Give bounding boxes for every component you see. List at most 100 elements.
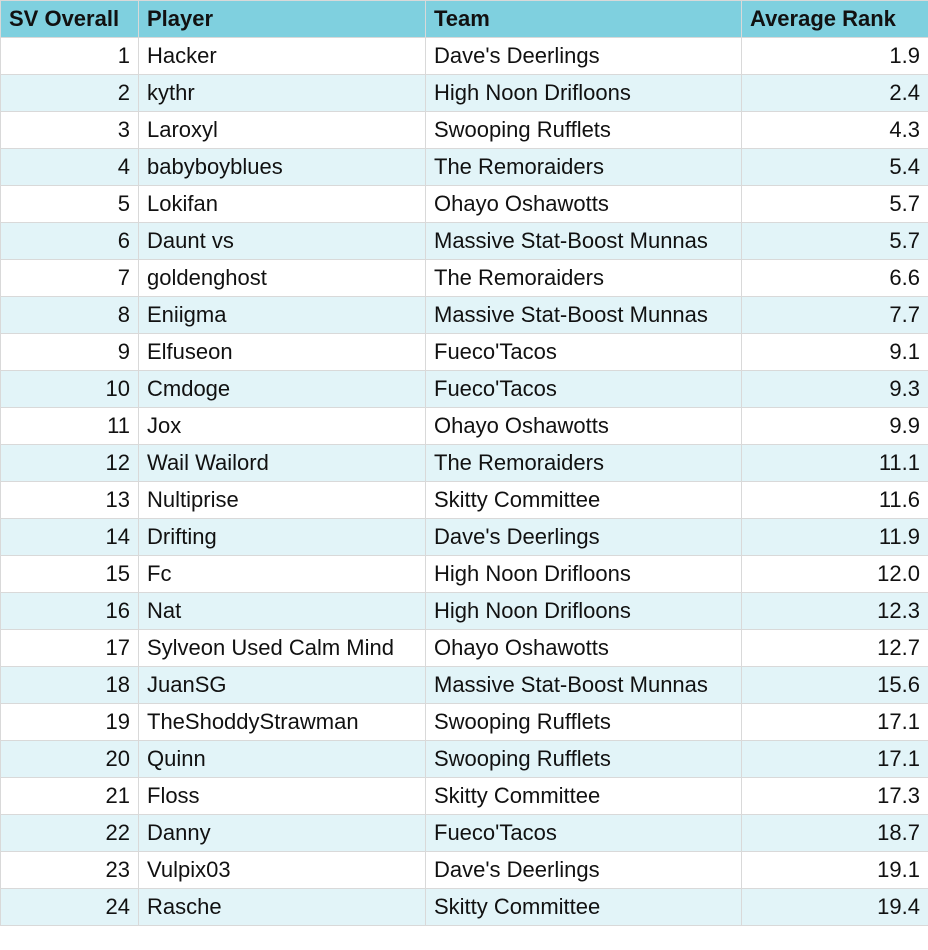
rank-cell[interactable]: 14 xyxy=(0,518,139,556)
rank-cell[interactable]: 11 xyxy=(0,407,139,445)
average-rank-cell[interactable]: 18.7 xyxy=(741,814,928,852)
player-cell[interactable]: Lokifan xyxy=(138,185,426,223)
header-player[interactable]: Player xyxy=(138,0,426,38)
average-rank-cell[interactable]: 1.9 xyxy=(741,37,928,75)
team-cell[interactable]: Fueco'Tacos xyxy=(425,370,742,408)
average-rank-cell[interactable]: 12.0 xyxy=(741,555,928,593)
team-cell[interactable]: Dave's Deerlings xyxy=(425,851,742,889)
team-cell[interactable]: Ohayo Oshawotts xyxy=(425,407,742,445)
team-cell[interactable]: Massive Stat-Boost Munnas xyxy=(425,222,742,260)
rank-cell[interactable]: 12 xyxy=(0,444,139,482)
rank-cell[interactable]: 2 xyxy=(0,74,139,112)
rank-cell[interactable]: 18 xyxy=(0,666,139,704)
average-rank-cell[interactable]: 19.1 xyxy=(741,851,928,889)
rank-cell[interactable]: 5 xyxy=(0,185,139,223)
player-cell[interactable]: Drifting xyxy=(138,518,426,556)
average-rank-cell[interactable]: 11.1 xyxy=(741,444,928,482)
player-cell[interactable]: Quinn xyxy=(138,740,426,778)
player-cell[interactable]: goldenghost xyxy=(138,259,426,297)
average-rank-cell[interactable]: 5.7 xyxy=(741,222,928,260)
rank-cell[interactable]: 1 xyxy=(0,37,139,75)
player-cell[interactable]: Vulpix03 xyxy=(138,851,426,889)
average-rank-cell[interactable]: 11.9 xyxy=(741,518,928,556)
player-cell[interactable]: Nultiprise xyxy=(138,481,426,519)
team-cell[interactable]: High Noon Drifloons xyxy=(425,74,742,112)
average-rank-cell[interactable]: 9.3 xyxy=(741,370,928,408)
rank-cell[interactable]: 13 xyxy=(0,481,139,519)
player-cell[interactable]: Hacker xyxy=(138,37,426,75)
team-cell[interactable]: Fueco'Tacos xyxy=(425,333,742,371)
team-cell[interactable]: Skitty Committee xyxy=(425,888,742,926)
player-cell[interactable]: Eniigma xyxy=(138,296,426,334)
rank-cell[interactable]: 6 xyxy=(0,222,139,260)
team-cell[interactable]: Skitty Committee xyxy=(425,481,742,519)
player-cell[interactable]: Wail Wailord xyxy=(138,444,426,482)
team-cell[interactable]: Ohayo Oshawotts xyxy=(425,629,742,667)
player-cell[interactable]: Fc xyxy=(138,555,426,593)
average-rank-cell[interactable]: 5.4 xyxy=(741,148,928,186)
average-rank-cell[interactable]: 4.3 xyxy=(741,111,928,149)
rank-cell[interactable]: 21 xyxy=(0,777,139,815)
average-rank-cell[interactable]: 17.3 xyxy=(741,777,928,815)
team-cell[interactable]: Dave's Deerlings xyxy=(425,37,742,75)
player-cell[interactable]: Elfuseon xyxy=(138,333,426,371)
average-rank-cell[interactable]: 12.3 xyxy=(741,592,928,630)
player-cell[interactable]: TheShoddyStrawman xyxy=(138,703,426,741)
header-team[interactable]: Team xyxy=(425,0,742,38)
header-sv-overall[interactable]: SV Overall xyxy=(0,0,139,38)
team-cell[interactable]: Swooping Rufflets xyxy=(425,703,742,741)
rank-cell[interactable]: 8 xyxy=(0,296,139,334)
rank-cell[interactable]: 24 xyxy=(0,888,139,926)
rank-cell[interactable]: 20 xyxy=(0,740,139,778)
player-cell[interactable]: Daunt vs xyxy=(138,222,426,260)
player-cell[interactable]: kythr xyxy=(138,74,426,112)
team-cell[interactable]: Swooping Rufflets xyxy=(425,740,742,778)
average-rank-cell[interactable]: 9.1 xyxy=(741,333,928,371)
average-rank-cell[interactable]: 19.4 xyxy=(741,888,928,926)
rank-cell[interactable]: 7 xyxy=(0,259,139,297)
player-cell[interactable]: Cmdoge xyxy=(138,370,426,408)
team-cell[interactable]: High Noon Drifloons xyxy=(425,555,742,593)
team-cell[interactable]: Massive Stat-Boost Munnas xyxy=(425,666,742,704)
player-cell[interactable]: Nat xyxy=(138,592,426,630)
rank-cell[interactable]: 4 xyxy=(0,148,139,186)
rank-cell[interactable]: 16 xyxy=(0,592,139,630)
player-cell[interactable]: Jox xyxy=(138,407,426,445)
team-cell[interactable]: The Remoraiders xyxy=(425,148,742,186)
rank-cell[interactable]: 23 xyxy=(0,851,139,889)
player-cell[interactable]: Danny xyxy=(138,814,426,852)
team-cell[interactable]: Massive Stat-Boost Munnas xyxy=(425,296,742,334)
rank-cell[interactable]: 19 xyxy=(0,703,139,741)
player-cell[interactable]: JuanSG xyxy=(138,666,426,704)
average-rank-cell[interactable]: 6.6 xyxy=(741,259,928,297)
rank-cell[interactable]: 22 xyxy=(0,814,139,852)
team-cell[interactable]: Fueco'Tacos xyxy=(425,814,742,852)
average-rank-cell[interactable]: 15.6 xyxy=(741,666,928,704)
team-cell[interactable]: Dave's Deerlings xyxy=(425,518,742,556)
average-rank-cell[interactable]: 9.9 xyxy=(741,407,928,445)
rank-cell[interactable]: 15 xyxy=(0,555,139,593)
average-rank-cell[interactable]: 5.7 xyxy=(741,185,928,223)
player-cell[interactable]: Laroxyl xyxy=(138,111,426,149)
team-cell[interactable]: The Remoraiders xyxy=(425,259,742,297)
average-rank-cell[interactable]: 7.7 xyxy=(741,296,928,334)
player-cell[interactable]: babyboyblues xyxy=(138,148,426,186)
team-cell[interactable]: Swooping Rufflets xyxy=(425,111,742,149)
player-cell[interactable]: Rasche xyxy=(138,888,426,926)
rank-cell[interactable]: 10 xyxy=(0,370,139,408)
average-rank-cell[interactable]: 11.6 xyxy=(741,481,928,519)
rank-cell[interactable]: 9 xyxy=(0,333,139,371)
average-rank-cell[interactable]: 2.4 xyxy=(741,74,928,112)
rank-cell[interactable]: 17 xyxy=(0,629,139,667)
header-average-rank[interactable]: Average Rank xyxy=(741,0,928,38)
team-cell[interactable]: Skitty Committee xyxy=(425,777,742,815)
player-cell[interactable]: Sylveon Used Calm Mind xyxy=(138,629,426,667)
team-cell[interactable]: The Remoraiders xyxy=(425,444,742,482)
player-cell[interactable]: Floss xyxy=(138,777,426,815)
average-rank-cell[interactable]: 17.1 xyxy=(741,703,928,741)
team-cell[interactable]: Ohayo Oshawotts xyxy=(425,185,742,223)
team-cell[interactable]: High Noon Drifloons xyxy=(425,592,742,630)
average-rank-cell[interactable]: 17.1 xyxy=(741,740,928,778)
rank-cell[interactable]: 3 xyxy=(0,111,139,149)
average-rank-cell[interactable]: 12.7 xyxy=(741,629,928,667)
